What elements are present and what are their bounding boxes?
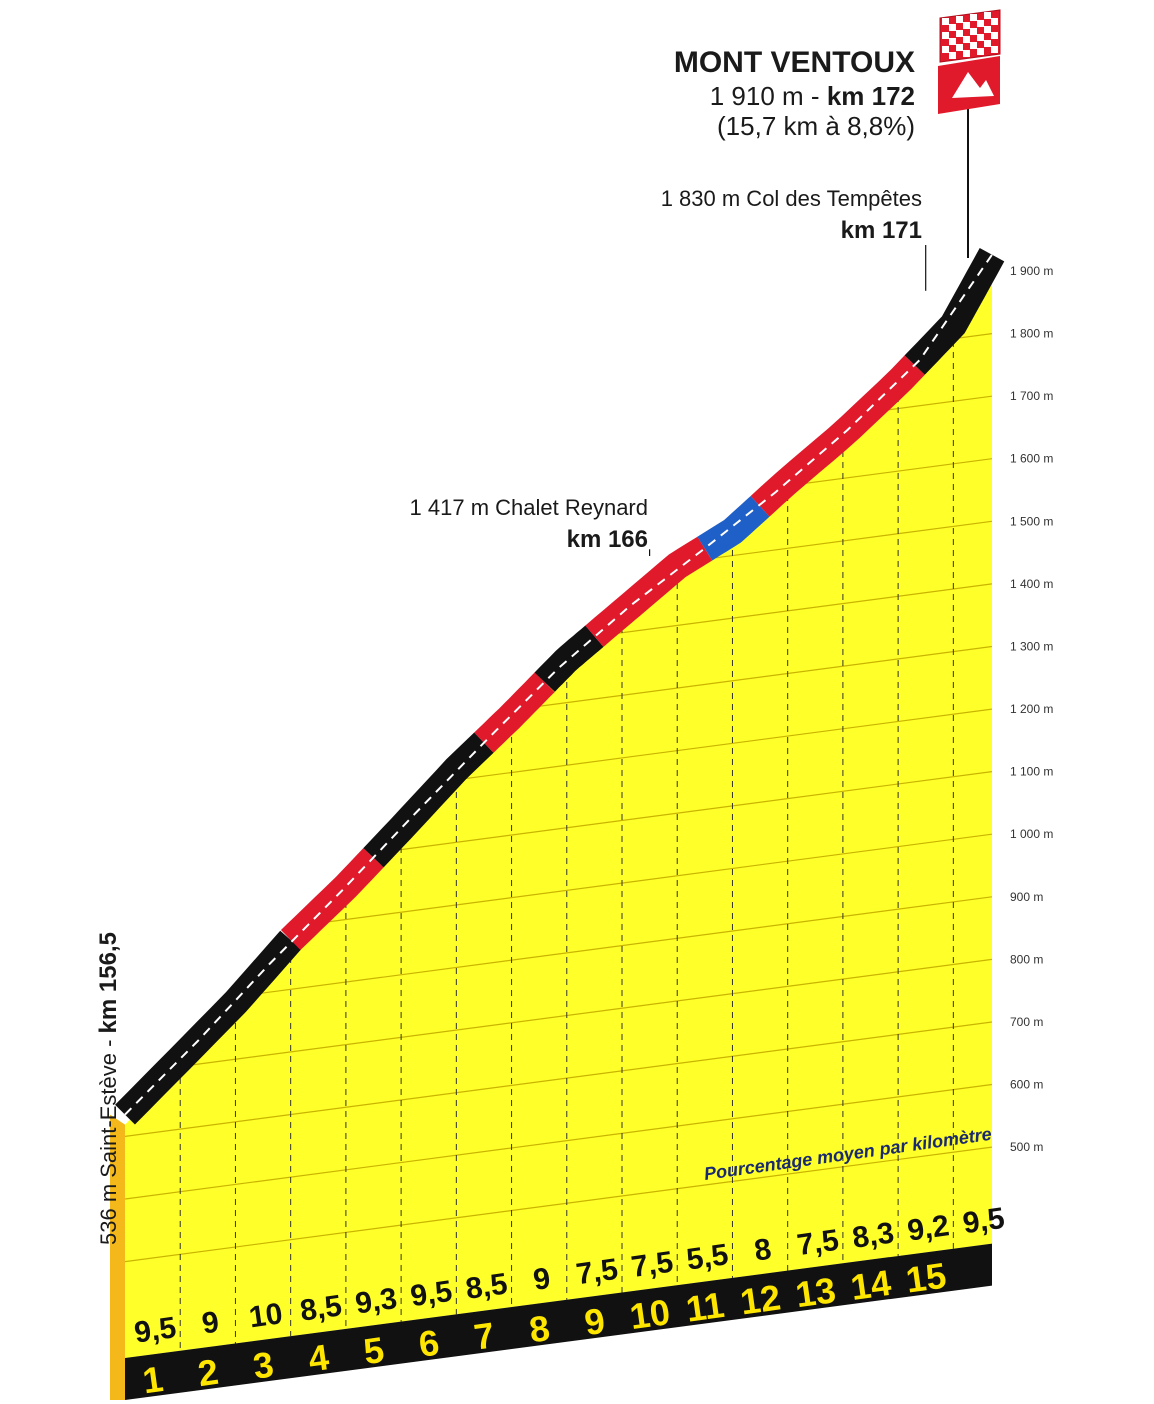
grade-label: 7,5 <box>795 1224 841 1262</box>
checker-square <box>970 14 977 21</box>
gridline-h <box>125 270 992 386</box>
start-label: 536 m Saint-Estève - km 156,5 <box>95 932 122 1245</box>
grade-label: 9,5 <box>961 1202 1007 1240</box>
gridline-h <box>125 958 992 1075</box>
checker-square <box>991 18 998 25</box>
grade-label: 8,5 <box>298 1289 344 1327</box>
y-tick-label: 1 800 m <box>1010 327 1053 341</box>
waypoint-name: 1 830 m Col des Tempêtes <box>661 186 922 211</box>
checker-square <box>949 38 956 45</box>
y-tick-label: 1 700 m <box>1010 389 1053 403</box>
y-tick-label: 1 400 m <box>1010 577 1053 591</box>
gridline-h <box>125 1021 992 1137</box>
checker-square <box>942 32 949 39</box>
y-tick-label: 500 m <box>1010 1140 1043 1154</box>
checker-square <box>984 12 991 19</box>
y-tick-label: 1 000 m <box>1010 827 1053 841</box>
grade-label: 9,2 <box>905 1209 951 1247</box>
y-tick-label: 1 300 m <box>1010 640 1053 654</box>
gridline-h <box>125 896 992 1012</box>
grade-label: 8,3 <box>850 1216 896 1254</box>
gridline-h <box>125 1146 992 1263</box>
profile-labels: 1 2 3 4 5 6 7 8 9 10 11 12 13 14 159,5 9 10 8,5 9,3 9,5 8,5 9… <box>132 1202 1006 1402</box>
road-line <box>115 247 1005 1125</box>
y-tick-label: 900 m <box>1010 890 1043 904</box>
grade-label: 10 <box>247 1297 285 1334</box>
checker-square <box>977 34 984 41</box>
waypoints: 1 830 m Col des Tempêtes km 171 1 417 m Ch… <box>410 186 927 556</box>
checker-square <box>984 40 991 47</box>
y-tick-label: 1 600 m <box>1010 452 1053 466</box>
summit-altitude-line: 1 910 m - km 172 <box>710 81 915 111</box>
checker-square <box>977 20 984 27</box>
summit-km: km 172 <box>827 81 915 111</box>
summit-flag-icon <box>938 9 1001 258</box>
checker-square <box>949 52 956 59</box>
grade-label: 8,5 <box>464 1267 510 1305</box>
start-name: 536 m Saint-Estève - <box>96 1033 121 1245</box>
road-centerline <box>124 254 993 1116</box>
km-label: 12 <box>738 1276 783 1322</box>
y-tick-label: 1 900 m <box>1010 264 1053 278</box>
grade-label: 7,5 <box>574 1253 620 1291</box>
summit-altitude: 1 910 m - <box>710 81 827 111</box>
grade-label: 9 <box>200 1306 221 1341</box>
checker-square <box>956 16 963 23</box>
y-tick-label: 1 100 m <box>1010 765 1053 779</box>
waypoint-km: km 166 <box>567 526 648 553</box>
km-label: 10 <box>627 1291 672 1337</box>
road-segment <box>904 247 1005 375</box>
checker-square <box>949 24 956 31</box>
km-label: 13 <box>793 1269 838 1315</box>
grade-label: 8 <box>752 1233 773 1268</box>
checker-square <box>963 50 970 57</box>
km-band <box>125 1243 992 1400</box>
summit-name: MONT VENTOUX <box>674 46 915 79</box>
grade-label: 9,5 <box>132 1311 178 1349</box>
road-segment <box>697 495 770 561</box>
km-label: 15 <box>903 1255 948 1301</box>
y-tick-label: 700 m <box>1010 1015 1043 1029</box>
waypoint-km: km 171 <box>841 217 922 244</box>
grade-label: 9,3 <box>353 1282 399 1320</box>
checker-pattern <box>942 12 998 59</box>
y-tick-label: 600 m <box>1010 1078 1043 1092</box>
checker-square <box>970 42 977 49</box>
km-label: 14 <box>848 1262 893 1308</box>
checker-square <box>956 44 963 51</box>
checker-square <box>963 22 970 29</box>
y-tick-label: 1 200 m <box>1010 702 1053 716</box>
y-axis-ticks: 1 900 m 1 800 m 1 700 m 1 600 m 1 500 m 1 400… <box>1010 264 1053 1154</box>
summit-climb-stats: (15,7 km à 8,8%) <box>717 111 915 141</box>
checker-square <box>942 46 949 53</box>
start-block <box>110 1114 125 1400</box>
y-tick-label: 800 m <box>1010 952 1043 966</box>
profile-fill <box>125 264 992 1359</box>
checker-square <box>942 18 949 25</box>
mountain-icon <box>952 72 994 98</box>
grade-label: 9,5 <box>408 1275 454 1313</box>
checker-square <box>977 48 984 55</box>
checker-square <box>956 30 963 37</box>
grade-label: 7,5 <box>629 1246 675 1284</box>
grade-label: 5,5 <box>685 1238 731 1276</box>
checker-square <box>963 36 970 43</box>
profile-base <box>110 1114 992 1400</box>
profile-area <box>125 264 992 1359</box>
waypoint-name: 1 417 m Chalet Reynard <box>410 495 648 520</box>
checker-square <box>984 26 991 33</box>
start-km: km 156,5 <box>95 932 122 1033</box>
checker-square <box>991 32 998 39</box>
gridline-h <box>125 1083 992 1200</box>
grade-label: 9 <box>531 1262 552 1297</box>
checker-square <box>970 28 977 35</box>
km-label: 11 <box>683 1284 726 1330</box>
checker-square <box>991 46 998 53</box>
y-tick-label: 1 500 m <box>1010 514 1053 528</box>
